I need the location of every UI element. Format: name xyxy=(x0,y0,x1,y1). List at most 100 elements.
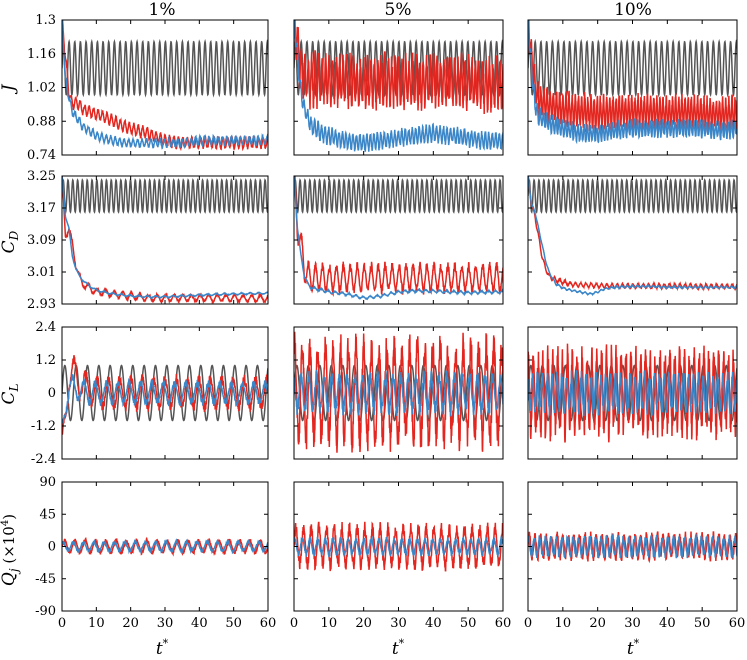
series-blue xyxy=(528,176,737,297)
panel-CD-0: 2.93 3.01 3.09 3.17 3.25 xyxy=(27,169,269,312)
series-blue xyxy=(62,538,268,555)
x-tick-label: 0 xyxy=(290,616,298,631)
series-group xyxy=(62,176,268,304)
x-tick-label: 10 xyxy=(555,616,572,631)
panel-CL-2 xyxy=(527,326,738,460)
x-tick-label: 10 xyxy=(321,616,338,631)
series-red xyxy=(294,20,503,115)
panel-CD-2 xyxy=(527,175,738,305)
series-group xyxy=(62,354,268,435)
x-tick-label: 60 xyxy=(495,616,512,631)
y-tick-label: 3.25 xyxy=(27,169,56,184)
series-gray xyxy=(62,178,268,214)
series-red xyxy=(62,20,268,152)
y-tick-label: -45 xyxy=(35,572,56,587)
x-tick-label: 20 xyxy=(122,616,139,631)
series-group xyxy=(62,20,268,152)
series-gray xyxy=(528,38,737,98)
series-group xyxy=(528,343,737,443)
series-group xyxy=(528,176,737,297)
x-tick-label: 20 xyxy=(589,616,606,631)
y-tick-label: -1.2 xyxy=(31,419,56,434)
series-blue xyxy=(62,20,268,150)
y-tick-label: 1.02 xyxy=(27,81,56,96)
series-red xyxy=(294,331,503,453)
x-tick-label: 40 xyxy=(425,616,442,631)
series-red xyxy=(528,176,737,292)
x-tick-label: 10 xyxy=(88,616,105,631)
x-tick-label: 30 xyxy=(390,616,407,631)
y-tick-label: 90 xyxy=(39,475,56,490)
xlabel-col2: t* xyxy=(392,637,405,659)
series-blue xyxy=(294,369,503,417)
x-tick-label: 20 xyxy=(355,616,372,631)
series-blue xyxy=(294,20,503,152)
column-title-10pct: 10% xyxy=(614,0,652,20)
series-group xyxy=(528,531,737,564)
x-tick-label: 50 xyxy=(694,616,711,631)
y-tick-label: 45 xyxy=(39,507,56,522)
panel-J-2 xyxy=(527,19,738,156)
y-tick-label: 1.3 xyxy=(35,13,56,28)
ylabel-CL: CL xyxy=(0,383,21,404)
series-blue xyxy=(528,532,737,560)
panel-CL-0: -2.4 -1.2 0 1.2 2.4 xyxy=(31,320,269,467)
y-tick-label: 0 xyxy=(48,386,56,401)
y-tick-label: 1.16 xyxy=(27,47,56,62)
series-red xyxy=(528,531,737,564)
series-blue xyxy=(294,176,503,301)
x-tick-label: 40 xyxy=(659,616,676,631)
series-gray xyxy=(62,38,268,98)
panel-grid: 0.74 0.88 1.02 1.16 1.3 2.93 3.01 3.09 3.17 3.25 -… xyxy=(27,13,746,631)
series-group xyxy=(62,536,268,557)
y-tick-label: 3.01 xyxy=(27,265,56,280)
panel-Qj-1: 0 10 20 30 40 50 60 xyxy=(290,481,512,631)
series-blue xyxy=(528,370,737,417)
xlabel-col1: t* xyxy=(156,637,169,659)
panel-J-1 xyxy=(293,19,504,156)
panel-CL-1 xyxy=(293,326,504,460)
y-tick-label: 2.4 xyxy=(35,320,56,335)
series-group xyxy=(294,521,503,572)
y-tick-label: 0 xyxy=(48,540,56,555)
y-tick-label: 1.2 xyxy=(35,353,56,368)
series-gray xyxy=(528,178,737,214)
y-tick-label: 0.74 xyxy=(27,148,56,163)
y-tick-label: 0.88 xyxy=(27,114,56,129)
series-red xyxy=(528,343,737,443)
y-tick-label: 2.93 xyxy=(27,297,56,312)
column-titles: 1% 5% 10% xyxy=(149,0,652,20)
panel-Qj-2: 0 10 20 30 40 50 60 xyxy=(524,481,746,631)
x-tick-label: 60 xyxy=(729,616,746,631)
series-group xyxy=(294,331,503,453)
x-tick-label: 60 xyxy=(260,616,277,631)
series-group xyxy=(294,176,503,301)
series-gray xyxy=(294,178,503,214)
ylabel-Qj: Qj (×104) xyxy=(0,514,21,586)
x-tick-label: 30 xyxy=(157,616,174,631)
series-group xyxy=(294,20,503,152)
y-tick-label: 3.17 xyxy=(27,201,56,216)
series-blue xyxy=(62,176,268,300)
x-tick-label: 30 xyxy=(624,616,641,631)
x-tick-label: 0 xyxy=(58,616,66,631)
y-tick-label: 3.09 xyxy=(27,233,56,248)
panel-CD-1 xyxy=(293,175,504,305)
panel-J-0: 0.74 0.88 1.02 1.16 1.3 xyxy=(27,13,269,163)
x-axis-labels: t* t* t* xyxy=(156,637,640,659)
xlabel-col3: t* xyxy=(627,637,640,659)
series-blue xyxy=(62,374,268,424)
y-tick-label: -90 xyxy=(35,604,56,619)
ylabel-CD: CD xyxy=(0,230,21,253)
series-red xyxy=(294,176,503,298)
series-gray xyxy=(294,364,503,422)
series-group xyxy=(528,20,737,145)
x-tick-label: 50 xyxy=(225,616,242,631)
y-tick-label: -2.4 xyxy=(31,452,56,467)
ylabel-J: J xyxy=(0,83,19,94)
series-blue xyxy=(528,20,737,145)
row-y-labels: J CD CL Qj (×104) xyxy=(0,83,21,586)
series-blue xyxy=(294,535,503,558)
column-title-1pct: 1% xyxy=(149,0,176,20)
